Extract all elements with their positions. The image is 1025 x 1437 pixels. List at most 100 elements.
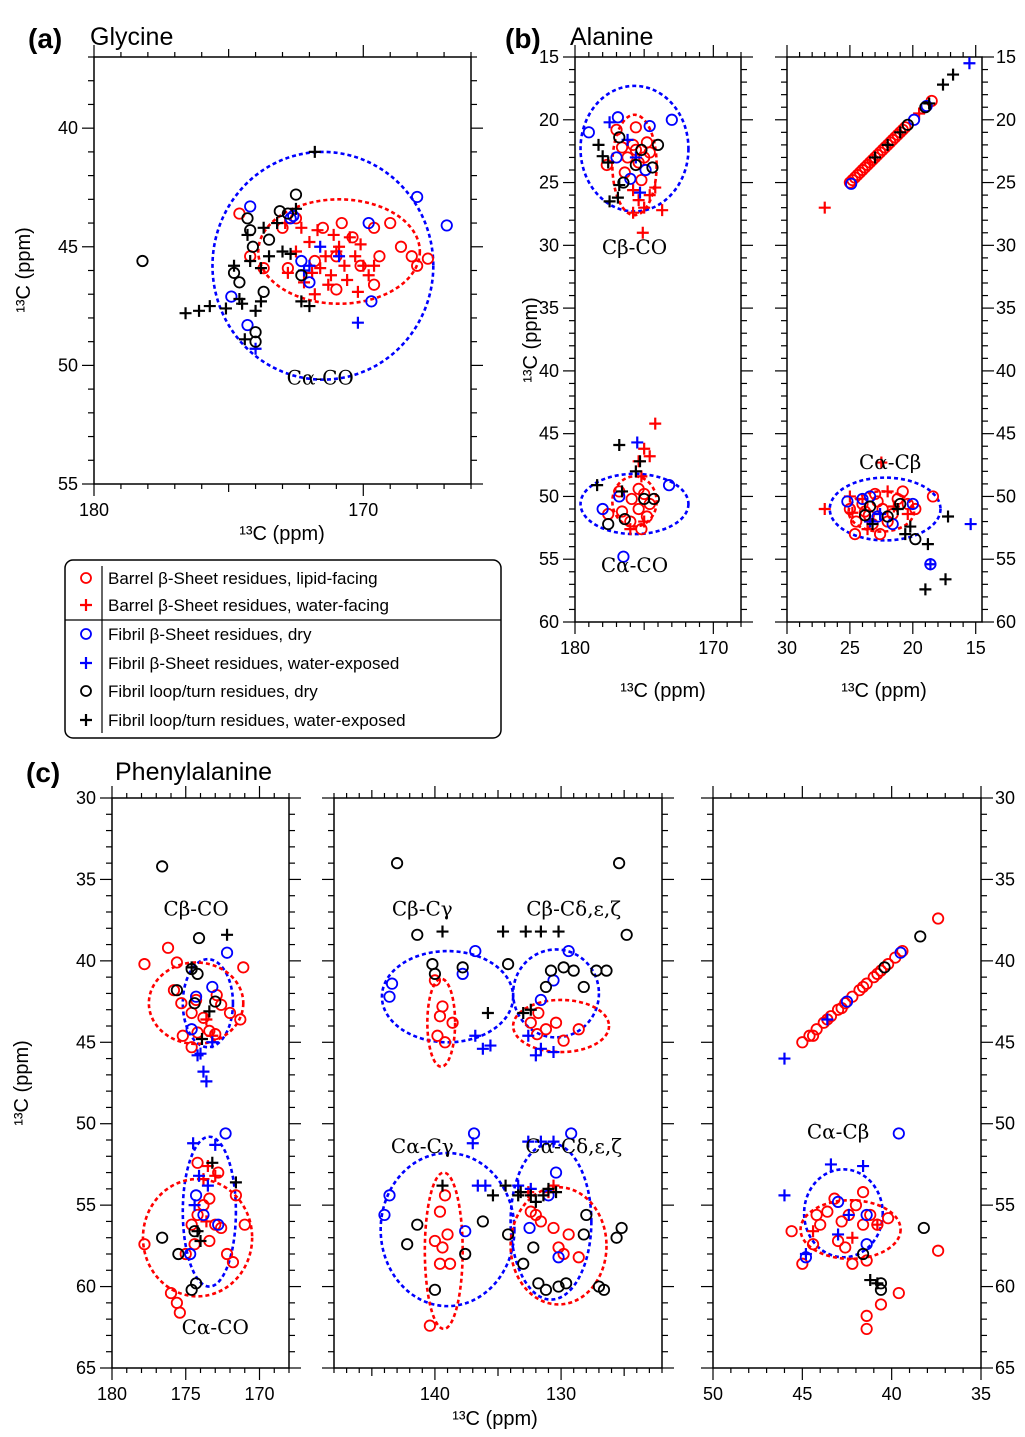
y-tick-label-right: 25 xyxy=(996,173,1016,193)
plot-c2: 140 130 ¹³C (ppm) Cβ-Cγ Cβ-Cδ,ε,ζ Cα-Cγ Cα-Cδ,… xyxy=(322,786,674,1430)
data-point-plus xyxy=(522,1029,535,1042)
data-point-circle xyxy=(189,1189,203,1202)
data-point-circle xyxy=(860,1322,873,1336)
data-point-plus xyxy=(924,558,937,571)
data-point-plus xyxy=(479,1179,492,1192)
data-point-circle xyxy=(215,1221,228,1235)
cluster-ellipse xyxy=(611,475,658,528)
series-fibril-loop-turn-residues-water-exposed xyxy=(436,925,565,1208)
data-point-plus xyxy=(881,485,894,498)
data-point-plus xyxy=(193,1169,206,1182)
data-point-circle xyxy=(881,1212,895,1225)
data-point-plus xyxy=(306,266,319,279)
data-point-plus xyxy=(832,1228,845,1241)
data-point-circle xyxy=(191,967,204,980)
y-tick-label: 30 xyxy=(539,235,559,255)
data-point-circle xyxy=(917,1221,930,1235)
x-tick-label: 20 xyxy=(903,638,923,658)
data-point-circle xyxy=(295,269,308,282)
series-barrel-sheet-residues-lipid-facing xyxy=(138,941,251,1319)
data-point-circle xyxy=(316,221,329,234)
data-point-circle xyxy=(547,1221,560,1235)
y-axis-label: ¹³C (ppm) xyxy=(520,297,542,383)
data-point-circle xyxy=(405,250,418,263)
data-point-plus xyxy=(638,515,651,528)
data-point-circle xyxy=(557,961,570,974)
data-point-circle xyxy=(273,205,286,218)
data-point-plus xyxy=(596,150,609,163)
cluster-ellipse xyxy=(147,961,245,1046)
data-point-plus xyxy=(195,1033,208,1046)
legend-item-loop-dry: Fibril loop/turn residues, dry xyxy=(108,682,318,701)
data-point-circle xyxy=(892,1127,905,1140)
y-tick-label-right: 45 xyxy=(996,424,1016,444)
legend: Barrel β-Sheet residues, lipid-facing Ba… xyxy=(64,559,502,739)
x-axis-label: ¹³C (ppm) xyxy=(841,680,927,702)
data-point-circle xyxy=(428,1283,442,1296)
cluster-ellipse xyxy=(579,472,690,536)
data-point-circle xyxy=(308,254,321,268)
data-point-circle xyxy=(401,1238,414,1251)
data-point-circle xyxy=(281,207,294,220)
data-point-circle xyxy=(428,974,442,987)
data-point-circle xyxy=(385,977,399,990)
data-point-plus xyxy=(484,1039,497,1052)
data-point-circle xyxy=(796,1257,809,1270)
data-point-circle xyxy=(459,1225,472,1238)
data-point-circle xyxy=(233,276,246,289)
data-point-circle xyxy=(185,1283,198,1296)
data-point-plus xyxy=(254,262,267,275)
data-point-plus xyxy=(209,1138,222,1151)
data-point-circle xyxy=(617,550,630,563)
series-fibril-loop-turn-residues-water-exposed xyxy=(185,928,242,1247)
panel-title-b: Alanine xyxy=(570,23,653,51)
data-point-circle xyxy=(565,1127,578,1140)
data-point-circle xyxy=(431,1029,444,1042)
data-point-circle xyxy=(257,285,270,298)
plot-frame xyxy=(574,56,742,623)
data-point-plus xyxy=(613,438,626,451)
region-annotation: Cα-CO xyxy=(601,553,668,577)
data-point-circle xyxy=(529,1208,542,1222)
data-point-circle xyxy=(383,990,396,1003)
data-point-plus xyxy=(476,1042,489,1055)
x-tick-label: 30 xyxy=(777,638,797,658)
series-fibril-loop-turn-residues-water-exposed xyxy=(179,145,321,346)
data-point-plus xyxy=(627,206,640,219)
legend-plus-marker xyxy=(80,714,92,726)
data-point-circle xyxy=(436,1000,449,1013)
data-point-circle xyxy=(223,1006,237,1020)
data-point-circle xyxy=(209,1028,222,1041)
data-point-circle xyxy=(840,995,854,1008)
y-tick-label-right: 35 xyxy=(996,298,1016,318)
data-point-circle xyxy=(206,980,219,994)
data-point-circle xyxy=(191,1156,204,1169)
data-point-plus xyxy=(228,259,241,272)
data-point-circle xyxy=(426,958,439,971)
series-fibril-loop-turn-residues-dry xyxy=(156,860,222,1296)
legend-markers xyxy=(80,572,92,726)
data-point-circle xyxy=(219,1127,232,1140)
x-axis-label: ¹³C (ppm) xyxy=(620,680,706,702)
series-barrel-sheet-residues-water-facing xyxy=(818,107,926,536)
data-point-circle xyxy=(892,1286,905,1300)
data-point-circle xyxy=(874,964,888,977)
data-point-plus xyxy=(875,456,888,469)
legend-item-barrel-water: Barrel β-Sheet residues, water-facing xyxy=(108,596,389,615)
data-point-circle xyxy=(173,1306,186,1319)
data-point-plus xyxy=(519,925,532,938)
data-point-circle xyxy=(534,993,547,1007)
data-point-plus xyxy=(314,240,327,253)
data-point-circle xyxy=(914,930,927,943)
data-point-plus xyxy=(193,304,206,317)
data-point-circle xyxy=(330,283,343,296)
data-point-plus xyxy=(241,228,254,241)
data-point-circle xyxy=(618,166,631,179)
data-point-circle xyxy=(179,1247,192,1261)
series-fibril-sheet-residues-dry xyxy=(378,944,578,1264)
x-tick-label: 25 xyxy=(840,638,860,658)
data-point-plus xyxy=(311,224,324,237)
data-point-circle xyxy=(411,190,424,204)
data-point-circle xyxy=(428,1234,442,1248)
data-point-circle xyxy=(237,961,250,974)
